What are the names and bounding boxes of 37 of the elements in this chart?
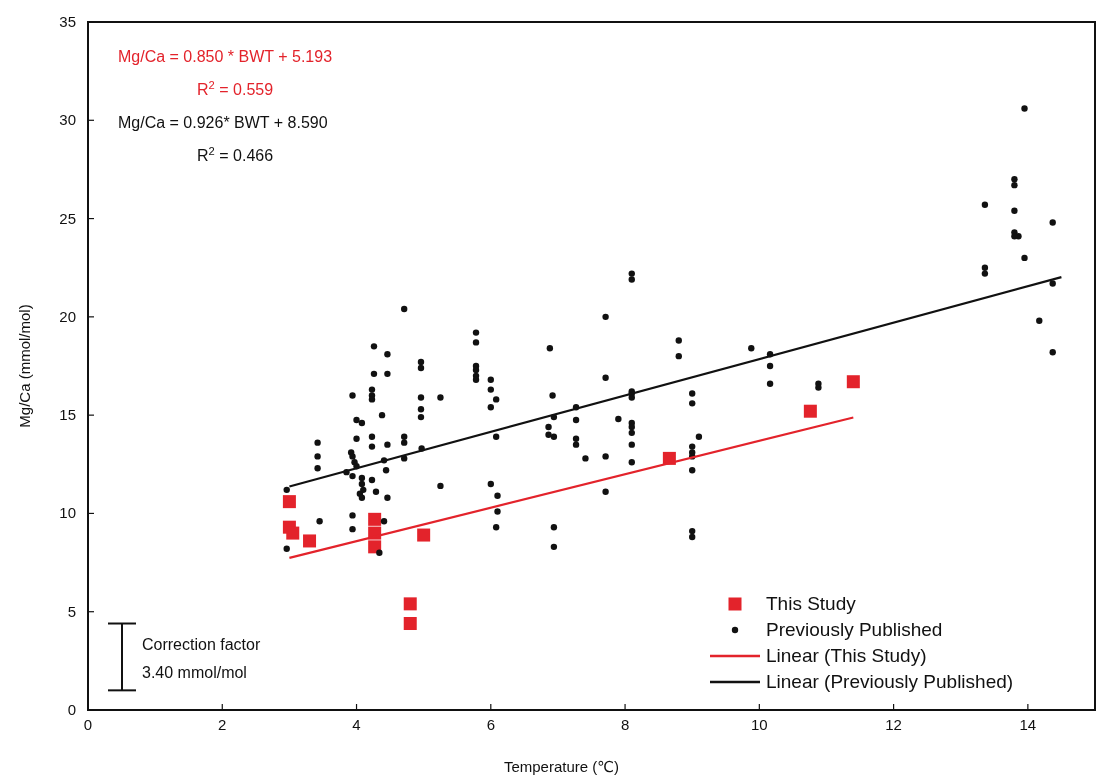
y-tick-label: 20: [59, 307, 76, 325]
annotation: R$^{2}$ = 0.466: [197, 145, 274, 164]
point: [846, 375, 860, 389]
y-tick-label: 5: [67, 602, 76, 620]
x-tick-label: 4: [352, 716, 361, 733]
annotation: Correction factor 3.40 mmol/mol: [142, 636, 261, 681]
annotation: R$^{2}$ = 0.559: [197, 79, 274, 98]
annotation: Mg/Ca = 0.850 * BWT + 5.193: [118, 48, 333, 65]
x-tick-label: 0: [83, 716, 93, 733]
legend-label: Previously Published: [766, 619, 943, 640]
legend-label: Linear (Previously Published): [766, 671, 1014, 692]
point: [403, 597, 417, 611]
y-tick-label: 30: [59, 111, 76, 129]
x-tick-label: 14: [1019, 716, 1037, 733]
point: [303, 534, 317, 548]
x-tick-label: 8: [620, 716, 630, 733]
y-tick-label: 25: [59, 209, 76, 227]
y-tick-label: 0: [67, 701, 76, 718]
y-tick-label: 10: [59, 504, 76, 522]
point: [417, 528, 431, 542]
point: [368, 540, 382, 554]
x-tick-label: 10: [750, 716, 768, 733]
point: [286, 526, 300, 540]
y-tick-label: 35: [59, 13, 76, 30]
y-tick-label: 15: [59, 406, 76, 424]
annotation: Mg/Ca = 0.926* BWT + 8.590: [118, 114, 328, 131]
x-tick-label: 12: [885, 716, 902, 733]
legend-label: This Study: [766, 593, 857, 614]
x-tick-label: 6: [486, 716, 495, 733]
legend-label: Linear (This Study): [766, 645, 927, 666]
point: [282, 495, 296, 509]
x-axis-title: Temperature (℃): [503, 758, 620, 775]
point: [403, 617, 417, 631]
point: [803, 404, 817, 418]
x-tick-label: 2: [218, 716, 227, 733]
y-axis-title: Mg/Ca (mmol/mol): [16, 304, 33, 428]
point: [368, 512, 382, 526]
